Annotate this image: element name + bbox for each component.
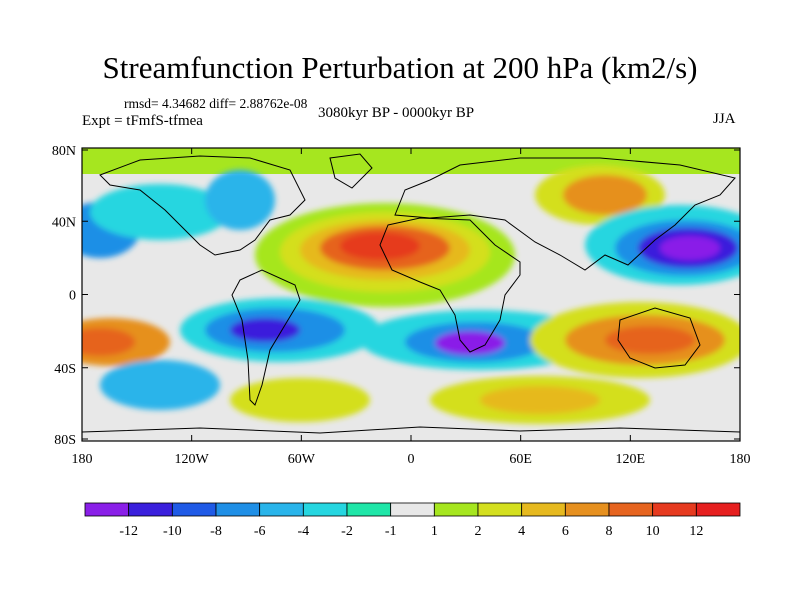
- colorbar-swatch: [346, 502, 392, 517]
- plot-title: Streamfunction Perturbation at 200 hPa (…: [102, 50, 698, 85]
- negative-anomaly: [230, 318, 300, 342]
- positive-anomaly: [230, 378, 370, 422]
- colorbar-label: -2: [341, 524, 353, 539]
- stats-text: rmsd= 4.34682 diff= 2.88762e-08: [124, 96, 308, 111]
- colorbar-swatch: [84, 502, 130, 517]
- colorbar: -12 -10 -8 -6 -4 -2 -1 1 2 4 6 8 10 12: [84, 502, 741, 539]
- negative-anomaly: [90, 184, 230, 240]
- contour-field: [82, 148, 740, 441]
- africa-coast: [379, 217, 521, 353]
- colorbar-swatch: [171, 502, 217, 517]
- negative-anomaly: [205, 170, 275, 230]
- colorbar-label: 10: [646, 524, 660, 539]
- colorbar-label: 1: [431, 524, 438, 539]
- season-label: JJA: [713, 111, 736, 127]
- colorbar-swatch: [128, 502, 173, 517]
- positive-anomaly: [563, 175, 647, 215]
- lat-label: 80N: [52, 144, 76, 159]
- colorbar-swatch: [433, 502, 479, 517]
- latitude-axis: 80N 40N 0 40S 80S: [52, 144, 740, 448]
- longitude-axis: 180 120W 60W 0 60E 120E 180: [72, 148, 751, 467]
- lon-label: 180: [72, 452, 93, 467]
- lon-label: 60E: [509, 452, 532, 467]
- colorbar-label: -8: [210, 524, 222, 539]
- lon-label: 120E: [616, 452, 646, 467]
- negative-anomaly: [660, 236, 720, 260]
- colorbar-label: -10: [163, 524, 182, 539]
- lon-label: 180: [730, 452, 751, 467]
- colorbar-label: -4: [297, 524, 309, 539]
- colorbar-swatch: [652, 502, 697, 517]
- negative-anomaly: [435, 331, 505, 355]
- colorbar-swatch: [608, 502, 654, 517]
- lat-label: 40S: [54, 362, 76, 377]
- colorbar-label: 8: [606, 524, 613, 539]
- coastlines: [82, 153, 740, 434]
- positive-anomaly: [82, 328, 135, 356]
- positive-anomaly: [480, 386, 600, 414]
- colorbar-label: 2: [475, 524, 482, 539]
- antarctica-coast: [82, 426, 740, 434]
- colorbar-label: 4: [518, 524, 525, 539]
- north-america-coast: [99, 155, 306, 256]
- lon-label: 60W: [288, 452, 316, 467]
- positive-anomaly: [605, 326, 695, 354]
- lon-label: 120W: [175, 452, 210, 467]
- colorbar-swatch: [390, 502, 435, 517]
- colorbar-swatch: [521, 502, 566, 517]
- colorbar-swatch: [564, 502, 610, 517]
- lat-label: 80S: [54, 433, 76, 448]
- greenland-coast: [329, 153, 373, 189]
- period-label: 3080kyr BP - 0000kyr BP: [318, 105, 475, 121]
- eurasia-coast: [394, 157, 736, 271]
- colorbar-swatch: [215, 502, 261, 517]
- south-america-coast: [231, 269, 301, 406]
- colorbar-swatch: [259, 502, 304, 517]
- colorbar-label: -12: [119, 524, 138, 539]
- lat-label: 0: [69, 289, 76, 304]
- australia-coast: [617, 307, 701, 369]
- colorbar-label: 6: [562, 524, 569, 539]
- experiment-label: Expt = tFmfS-tfmea: [82, 113, 203, 129]
- lat-label: 40N: [52, 215, 76, 230]
- colorbar-swatch: [477, 502, 523, 517]
- colorbar-label: 12: [689, 524, 703, 539]
- colorbar-label: -6: [254, 524, 266, 539]
- lon-label: 0: [408, 452, 415, 467]
- colorbar-swatch: [302, 502, 348, 517]
- colorbar-label: -1: [385, 524, 397, 539]
- negative-anomaly: [100, 360, 220, 410]
- colorbar-swatch: [695, 502, 741, 517]
